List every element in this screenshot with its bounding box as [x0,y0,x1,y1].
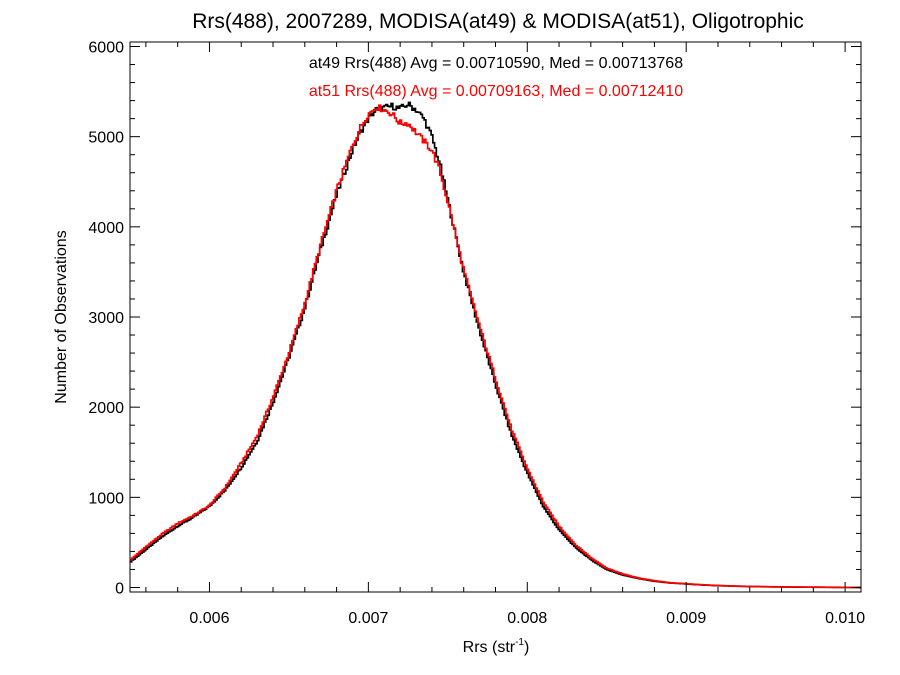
x-tick-label: 0.008 [507,610,547,627]
plot-frame [129,41,862,593]
x-tick-label: 0.007 [348,610,388,627]
y-tick-label: 2000 [88,400,124,417]
x-axis-label-close: ) [524,639,529,656]
y-tick-label: 4000 [88,220,124,237]
x-tick-label: 0.009 [666,610,706,627]
x-axis-label-text: Rrs (str [463,639,516,656]
annotation-at49: at49 Rrs(488) Avg = 0.00710590, Med = 0.… [309,55,683,72]
x-axis-label: Rrs (str-1) [463,637,530,656]
y-tick-label: 5000 [88,130,124,147]
series-line-at51 [130,104,861,589]
x-tick-label: 0.006 [189,610,229,627]
y-tick-label: 6000 [88,40,124,57]
series-layer [130,101,861,589]
chart-title: Rrs(488), 2007289, MODISA(at49) & MODISA… [192,10,804,33]
y-tick-label: 1000 [88,490,124,507]
y-tick-label: 0 [115,580,124,597]
y-tick-label: 3000 [88,310,124,327]
y-axis-label: Number of Observations [53,230,70,403]
x-ticks: 0.006 0.007 0.008 0.009 0.010 [145,42,865,627]
series-line-at49 [130,101,861,589]
x-tick-label: 0.010 [825,610,865,627]
y-ticks: 0 1000 2000 3000 4000 5000 6000 [88,40,861,597]
annotation-at51: at51 Rrs(488) Avg = 0.00709163, Med = 0.… [309,83,683,100]
x-axis-label-superscript: -1 [515,637,524,648]
